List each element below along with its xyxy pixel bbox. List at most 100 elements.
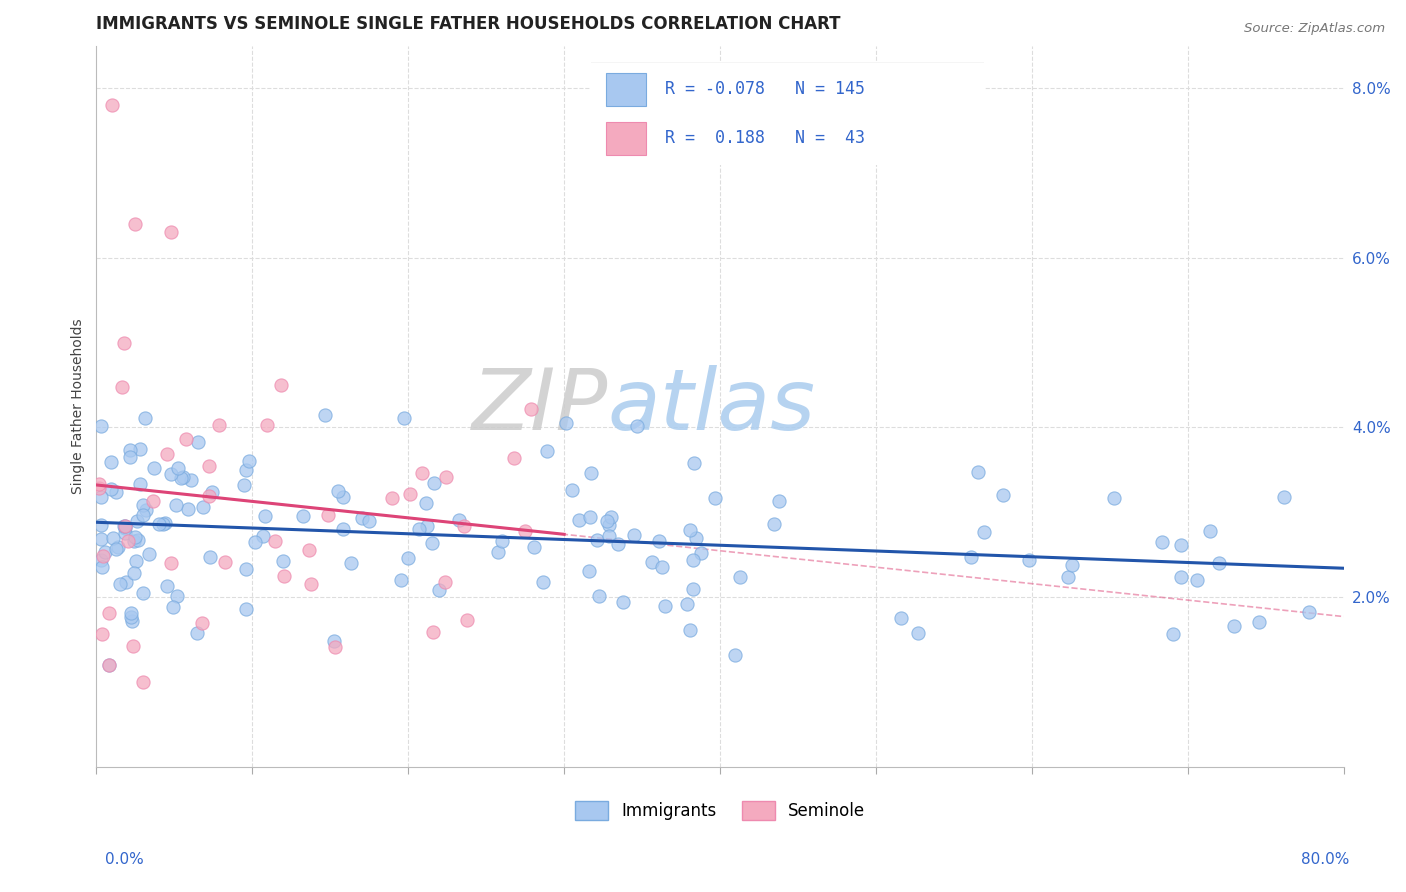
Point [208,417,231,432]
Point [299,576,322,591]
Point [187,434,209,449]
Point [91,549,114,563]
Point [682,456,704,470]
Point [762,516,785,531]
Point [420,536,443,550]
Point [626,418,648,433]
Point [124,217,146,231]
Point [350,511,373,525]
Point [598,517,620,532]
Point [118,450,141,465]
Point [176,432,198,446]
Point [513,524,536,538]
Point [186,626,208,640]
Point [159,467,181,481]
Point [97,657,120,672]
Point [704,491,727,506]
Point [243,534,266,549]
Point [651,560,673,574]
Point [89,477,111,491]
Point [104,485,127,500]
Point [456,613,478,627]
Point [235,602,257,616]
Point [323,634,346,648]
Point [191,616,214,631]
Point [142,460,165,475]
Point [598,529,620,543]
Point [606,537,628,551]
Text: atlas: atlas [607,365,815,448]
Point [273,554,295,568]
Bar [606,122,645,155]
Point [111,380,134,394]
Point [690,546,713,560]
Point [561,483,583,498]
Text: IMMIGRANTS VS SEMINOLE SINGLE FATHER HOUSEHOLDS CORRELATION CHART: IMMIGRANTS VS SEMINOLE SINGLE FATHER HOU… [97,15,841,33]
Point [122,566,145,581]
Point [359,514,381,528]
Point [152,516,174,531]
Point [554,417,576,431]
Point [381,491,404,505]
Point [91,560,114,574]
Point [960,549,983,564]
Point [1102,491,1125,506]
Point [340,556,363,570]
Point [1208,556,1230,570]
Point [148,517,170,532]
Point [198,549,221,564]
Point [536,444,558,458]
Point [273,569,295,583]
Point [679,523,702,537]
Point [399,487,422,501]
Text: R = -0.078   N = 145: R = -0.078 N = 145 [665,80,865,98]
Point [112,518,135,533]
Point [654,599,676,614]
Point [1272,490,1295,504]
Point [238,454,260,468]
Point [160,556,183,570]
Point [1223,619,1246,633]
Point [253,509,276,524]
Point [676,597,699,611]
Point [100,455,122,469]
Point [101,531,124,545]
Point [128,442,150,457]
Point [578,564,600,578]
Point [1161,627,1184,641]
Point [1298,605,1320,619]
Point [890,611,912,625]
Y-axis label: Single Father Households: Single Father Households [72,318,86,494]
Point [581,467,603,481]
Point [132,674,155,689]
Point [90,490,112,504]
Point [647,534,669,549]
Point [142,493,165,508]
Point [118,443,141,458]
Point [433,575,456,590]
Point [162,600,184,615]
Point [523,541,546,555]
Point [768,493,790,508]
Point [486,545,509,559]
Point [586,533,609,547]
Point [105,541,128,556]
Point [612,594,634,608]
Point [328,483,350,498]
Point [416,519,439,533]
Point [270,378,292,392]
Bar [606,73,645,105]
Point [201,484,224,499]
Point [316,508,339,523]
Point [323,640,346,655]
Point [453,518,475,533]
Point [156,579,179,593]
Point [125,515,148,529]
Point [256,417,278,432]
Point [90,532,112,546]
FancyBboxPatch shape [586,62,988,166]
Point [491,533,513,548]
Point [233,478,256,492]
Point [107,540,129,554]
Point [114,525,136,540]
